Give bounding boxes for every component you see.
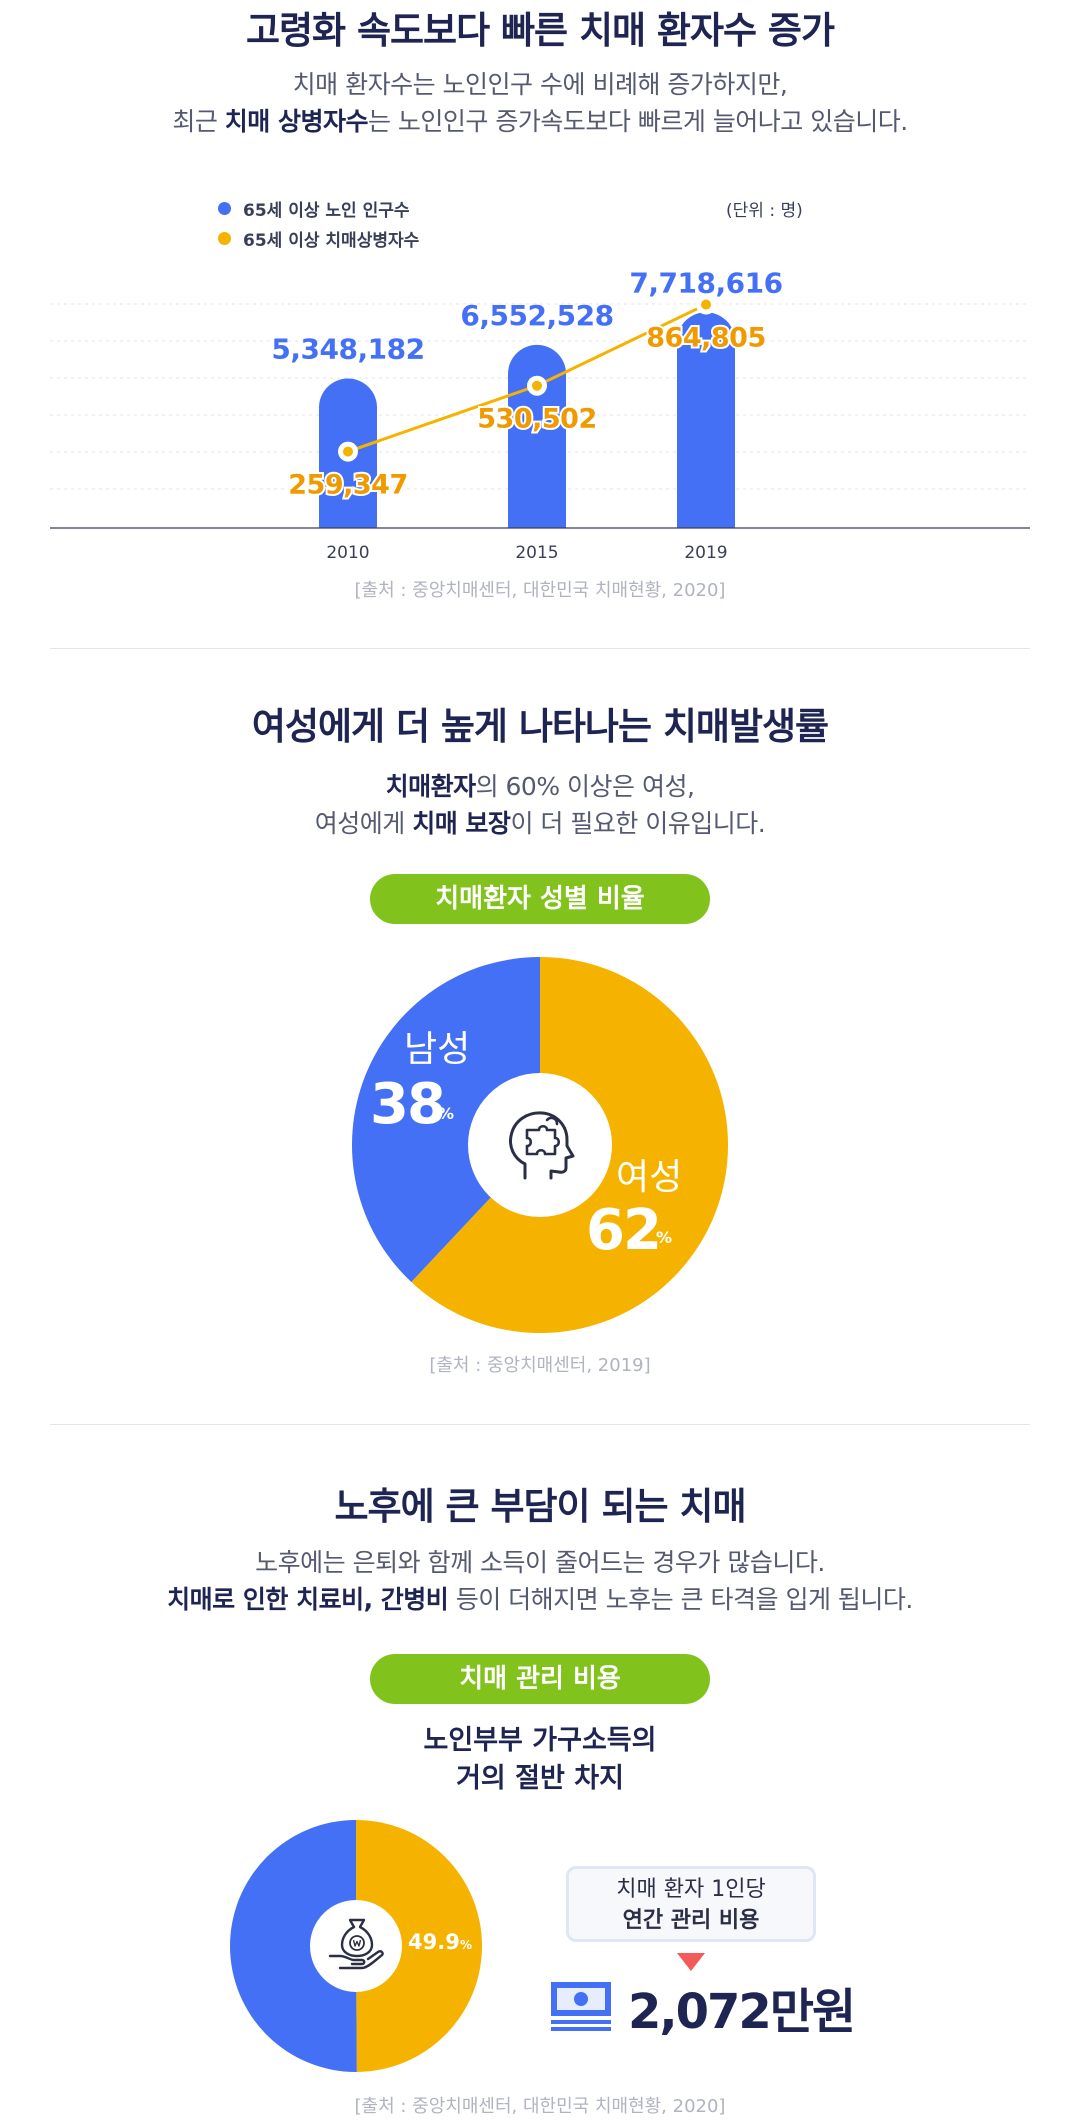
legend-item-patients: 65세 이상 치매상병자수 [218,226,419,251]
line-label-2015: 530,502 [477,404,596,435]
subtitle-text: 등이 더해지면 노후는 큰 타격을 입게 됩니다. [448,1585,914,1614]
income-pie-chart [230,1820,483,2072]
money-bag-hand-icon [328,1918,384,1970]
subtitle-text: 여성에게 [314,809,413,838]
income-percent: 49.9 [408,1930,460,1954]
section1-source: [출처 : 중앙치매센터, 대한민국 치매현황, 2020] [354,580,726,601]
pie-slice-0 [356,1820,483,2072]
line-label-2010: 259,347 [288,470,407,501]
divider [50,1424,1030,1425]
legend-item-population: 65세 이상 노인 인구수 [218,196,410,221]
box-line1: 치매 환자 1인당 [616,1877,766,1902]
pie-slice-1 [352,957,540,1283]
section2-subtitle-line1: 치매환자의 60% 이상은 여성, [0,768,1080,805]
legend-label: 65세 이상 치매상병자수 [243,231,420,251]
section2-subtitle-line2: 여성에게 치매 보장이 더 필요한 이유입니다. [0,805,1080,842]
section3-title: 노후에 큰 부담이 되는 치매 [334,1485,747,1528]
subtitle-text: 이 더 필요한 이유입니다. [510,809,766,838]
subtitle-bold: 치매환자 [385,772,477,801]
bar-2019 [677,312,735,528]
subtitle-text: 최근 [172,107,225,136]
female-percent-sign: % [656,1228,673,1247]
line-point-core-2015 [532,380,542,391]
section3-subtitle-line1: 노후에는 은퇴와 함께 소득이 줄어드는 경우가 많습니다. [255,1548,825,1577]
section2-subtitle: 치매환자의 60% 이상은 여성, 여성에게 치매 보장이 더 필요한 이유입니… [0,768,1080,842]
gender-pie-chart [352,957,728,1333]
subtitle-bold: 치매로 인한 치료비, 간병비 [167,1585,449,1614]
bar-label-2015: 6,552,528 [460,299,613,332]
subtitle-text: 의 60% 이상은 여성, [475,772,695,801]
bar-2015 [508,344,566,528]
section2-title: 여성에게 더 높게 나타나는 치매발생률 [251,705,829,748]
banknote-icon [551,1982,611,2031]
annual-cost-amount: 2,072만원 [628,1984,856,2040]
line-point-core-2019 [701,299,711,310]
income-caption-line1: 노인부부 가구소득의 [423,1725,657,1756]
female-percent: 62 [586,1198,662,1263]
male-label: 남성 [404,1029,471,1070]
arrow-down-icon [677,1953,705,1971]
section3-subtitle: 노후에는 은퇴와 함께 소득이 줄어드는 경우가 많습니다. 치매로 인한 치료… [0,1544,1080,1618]
section3-source: [출처 : 중앙치매센터, 대한민국 치매현황, 2020] [354,2096,726,2117]
section2-source: [출처 : 중앙치매센터, 2019] [429,1355,651,1376]
legend-label: 65세 이상 노인 인구수 [243,201,410,221]
female-label: 여성 [616,1157,683,1198]
tick-2015: 2015 [515,543,558,563]
legend-dot-yellow [218,232,231,245]
income-percent-sign: % [460,1938,473,1952]
bar-label-2019: 7,718,616 [629,270,782,299]
tick-2010: 2010 [326,543,369,563]
male-percent-sign: % [438,1104,455,1123]
pie-slice-1 [230,1820,357,2072]
per-patient-cost-box: 치매 환자 1인당 연간 관리 비용 [566,1866,816,1942]
head-puzzle-icon [509,1111,575,1180]
gender-ratio-pill: 치매환자 성별 비율 [370,874,710,924]
pie-hole [468,1073,612,1217]
subtitle-bold: 치매 상병자수 [224,107,369,136]
tick-2019: 2019 [684,543,727,563]
line-point-core-2010 [343,446,353,457]
subtitle-text: 는 노인인구 증가속도보다 빠르게 늘어나고 있습니다. [367,107,908,136]
bar-label-2010: 5,348,182 [271,333,424,366]
legend-dot-blue [218,202,231,215]
divider [50,648,1030,649]
section1-subtitle-line2: 최근 치매 상병자수는 노인인구 증가속도보다 빠르게 늘어나고 있습니다. [0,103,1080,140]
subtitle-bold: 치매 보장 [412,809,511,838]
line-label-2019: 864,805 [646,323,765,354]
section1-title: 고령화 속도보다 빠른 치매 환자수 증가 [245,9,835,52]
box-line2: 연간 관리 비용 [622,1908,760,1933]
chart-unit: (단위 : 명) [726,201,803,221]
care-cost-pill: 치매 관리 비용 [370,1654,710,1704]
income-caption: 노인부부 가구소득의 거의 절반 차지 [0,1722,1080,1798]
male-percent: 38 [370,1072,446,1137]
bar-line-chart: 5,348,182 6,552,528 7,718,616 259,347 530,50… [50,270,1030,563]
income-caption-line2: 거의 절반 차지 [456,1763,624,1794]
pie-hole [310,1900,402,1992]
section1-subtitle-line1: 치매 환자수는 노인인구 수에 비례해 증가하지만, [292,70,788,99]
section1-subtitle: 치매 환자수는 노인인구 수에 비례해 증가하지만, 최근 치매 상병자수는 노… [0,66,1080,140]
section3-subtitle-line2: 치매로 인한 치료비, 간병비 등이 더해지면 노후는 큰 타격을 입게 됩니다… [0,1581,1080,1618]
